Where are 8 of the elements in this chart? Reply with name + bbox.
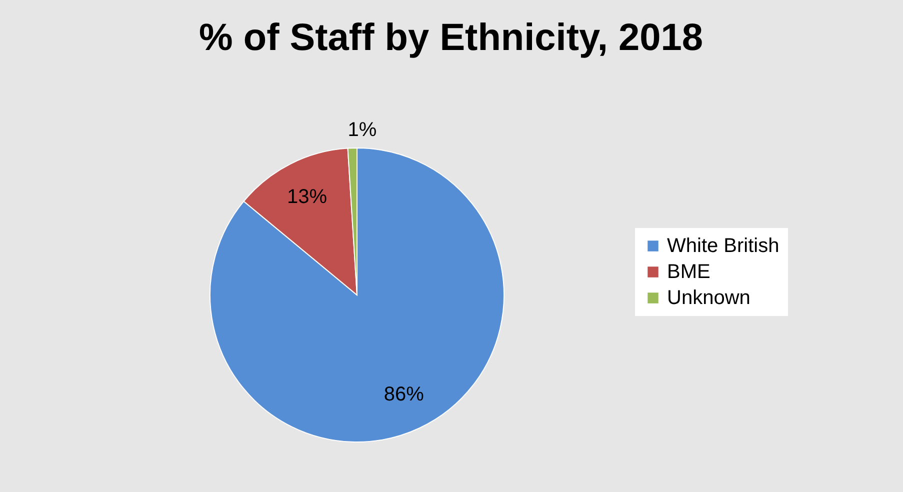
legend-label: BME (667, 261, 710, 283)
pie-slice (210, 148, 504, 442)
legend-label: Unknown (667, 287, 750, 309)
data-label: 1% (348, 119, 377, 142)
data-label: 86% (384, 384, 424, 406)
legend-label: White British (667, 235, 780, 257)
data-label: 13% (287, 186, 328, 208)
chart-title: % of Staff by Ethnicity, 2018 (199, 17, 703, 59)
